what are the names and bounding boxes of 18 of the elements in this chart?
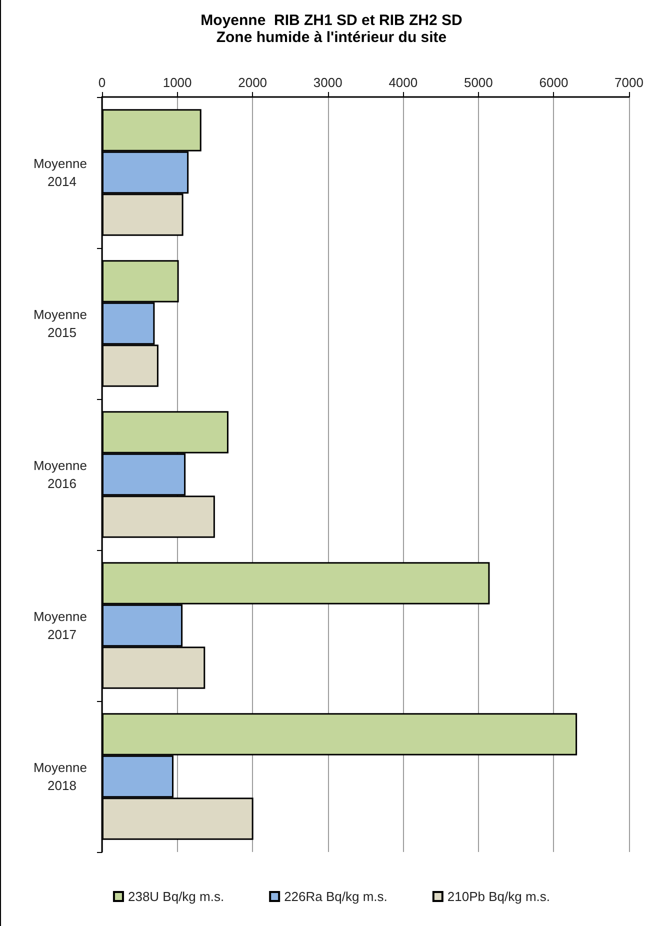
y-tick-label: Moyenne 2018 [33,760,91,793]
legend-label: 210Pb Bq/kg m.s. [447,889,550,904]
x-tick-label: 3000 [313,75,342,90]
chart-subtitle: Zone humide à l'intérieur du site [216,29,447,46]
legend-label: 226Ra Bq/kg m.s. [284,889,388,904]
x-tick-label: 5000 [464,75,493,90]
chart-title: Moyenne RIB ZH1 SD et RIB ZH2 SD [200,12,463,29]
x-tick-label: 7000 [614,75,644,90]
x-tick-label: 4000 [388,75,418,90]
y-tick-label: Moyenne 2015 [33,307,91,340]
x-tick-label: 6000 [539,75,568,90]
legend-label: 238U Bq/kg m.s. [128,889,224,904]
x-tick-label: 1000 [162,75,192,90]
y-tick-label: Moyenne 2017 [33,609,91,642]
y-tick-label: Moyenne 2014 [33,156,91,189]
x-tick-label: 2000 [238,75,268,90]
y-tick-label: Moyenne 2016 [33,458,91,491]
x-tick-label: 0 [98,75,106,90]
